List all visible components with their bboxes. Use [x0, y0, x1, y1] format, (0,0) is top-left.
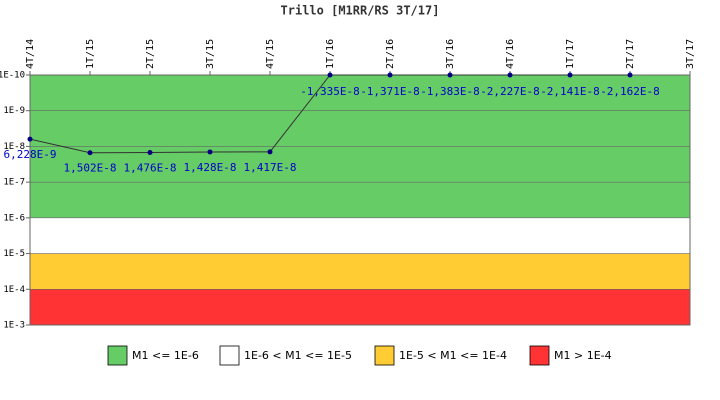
- value-label: 1,428E-8: [184, 161, 237, 174]
- point: [627, 72, 633, 78]
- y-tick-label: 1E-4: [3, 285, 25, 295]
- x-tick-label: 1T/16: [325, 39, 336, 69]
- x-tick-label: 4T/14: [25, 39, 36, 69]
- legend-label: M1 <= 1E-6: [132, 349, 199, 362]
- x-tick-label: 2T/16: [385, 39, 396, 69]
- x-tick-label: 1T/17: [565, 39, 576, 69]
- point: [147, 149, 153, 155]
- value-label: -2,227E-8: [480, 85, 540, 98]
- point: [327, 72, 333, 78]
- point: [267, 149, 273, 155]
- y-tick-label: 1E-3: [3, 321, 25, 331]
- value-label: -1,371E-8: [360, 85, 420, 98]
- value-label: -1,335E-8: [300, 85, 360, 98]
- value-label: 1,476E-8: [124, 161, 177, 174]
- x-tick-label: 4T/15: [265, 39, 276, 69]
- y-tick-label: 1E-9: [3, 106, 25, 116]
- y-tick-label: 1E-7: [3, 178, 25, 188]
- x-tick-label: 3T/15: [205, 39, 216, 69]
- band: [30, 289, 690, 325]
- x-tick-label: 2T/15: [145, 39, 156, 69]
- point: [387, 72, 393, 78]
- point: [567, 72, 573, 78]
- value-label: 1,417E-8: [244, 161, 297, 174]
- x-tick-label: 1T/15: [85, 39, 96, 69]
- point: [207, 149, 213, 155]
- x-tick-label: 3T/16: [445, 39, 456, 69]
- y-tick-label: 1E-10: [0, 71, 25, 81]
- value-label: -2,162E-8: [600, 85, 660, 98]
- x-tick-label: 4T/16: [505, 39, 516, 69]
- value-label: 1,502E-8: [64, 162, 117, 175]
- point: [87, 150, 93, 156]
- chart-title: Trillo [M1RR/RS 3T/17]: [281, 4, 440, 18]
- band: [30, 253, 690, 290]
- legend-swatch: [529, 345, 550, 366]
- legend-swatch: [219, 345, 240, 366]
- y-tick-label: 1E-6: [3, 213, 25, 223]
- point: [27, 136, 33, 142]
- band: [30, 217, 690, 254]
- x-tick-label: 3T/17: [685, 39, 696, 69]
- legend-label: 1E-6 < M1 <= 1E-5: [244, 349, 352, 362]
- value-label: -2,141E-8: [540, 85, 600, 98]
- value-label: -1,383E-8: [420, 85, 480, 98]
- legend-swatch: [107, 345, 128, 366]
- x-tick-label: 2T/17: [625, 39, 636, 69]
- legend-label: M1 > 1E-4: [554, 349, 612, 362]
- legend-label: 1E-5 < M1 <= 1E-4: [399, 349, 507, 362]
- y-tick-label: 1E-5: [3, 249, 25, 259]
- y-tick-label: 1E-8: [3, 142, 25, 152]
- point: [507, 72, 513, 78]
- legend-swatch: [374, 345, 395, 366]
- point: [447, 72, 453, 78]
- value-label: 6,228E-9: [4, 148, 57, 161]
